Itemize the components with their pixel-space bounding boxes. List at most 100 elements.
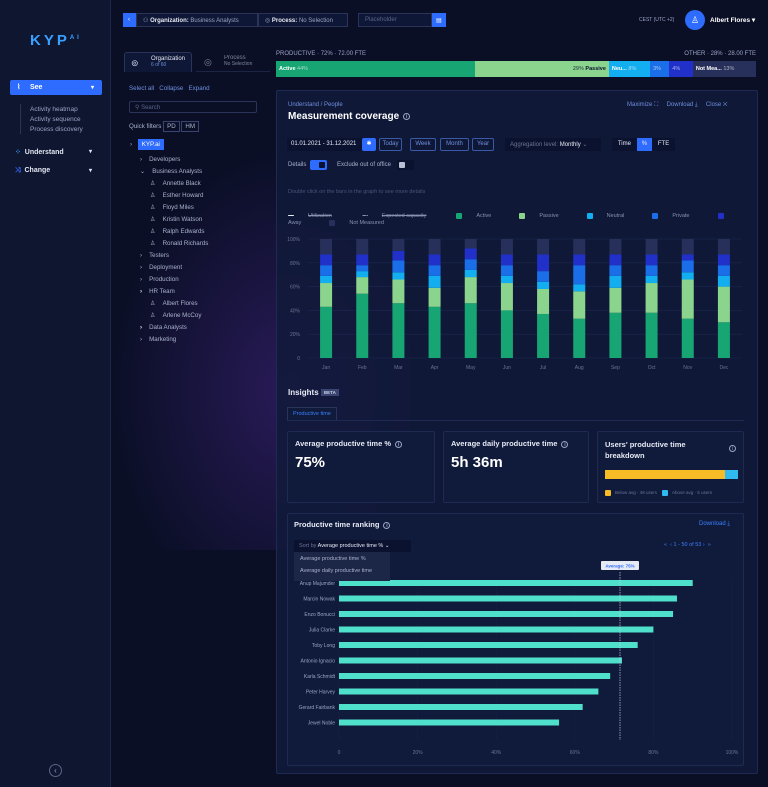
segment-3[interactable]: Neu... 8% — [608, 61, 651, 77]
quick-filter-hm[interactable]: HM — [181, 121, 200, 132]
bar-private[interactable] — [537, 271, 550, 282]
user-menu[interactable]: Albert Flores ▾ — [710, 17, 756, 24]
info-icon[interactable]: i — [383, 521, 391, 529]
tab-process[interactable]: ◎ Process No Selection — [196, 52, 270, 72]
sort-option[interactable]: Average daily productive time — [300, 568, 373, 574]
segment-1[interactable]: Active 44% — [276, 61, 476, 77]
exclude-toggle[interactable] — [397, 160, 414, 170]
tree-user[interactable]: ♙ Arlene McCoy — [150, 312, 202, 319]
bar-active[interactable] — [537, 313, 550, 358]
bar-not-measured[interactable] — [537, 239, 550, 255]
nav-activity-heatmap[interactable]: Activity heatmap — [30, 106, 78, 113]
first-page-icon[interactable]: « — [664, 542, 668, 548]
bar-away[interactable] — [645, 254, 658, 266]
bar-private[interactable] — [681, 260, 694, 273]
search-input[interactable]: Placeholder — [358, 13, 432, 27]
bar-not-measured[interactable] — [320, 239, 333, 255]
ranking-bar[interactable] — [339, 719, 560, 726]
bar-private[interactable] — [573, 265, 586, 285]
quick-filter-pd[interactable]: PD — [163, 121, 180, 132]
bar-passive[interactable] — [356, 277, 369, 294]
bar-passive[interactable] — [681, 279, 694, 319]
legend-not-measured[interactable]: Not Measured — [329, 219, 398, 226]
breadcrumb[interactable]: Understand / People — [288, 102, 343, 108]
ranking-bar[interactable] — [339, 580, 693, 586]
tree-user[interactable]: ♙ Floyd Miles — [150, 204, 194, 211]
bar-neutral[interactable] — [428, 275, 441, 288]
legend-passive[interactable]: Passive — [519, 212, 572, 219]
prev-page-icon[interactable]: ‹ — [670, 542, 672, 548]
bar-away[interactable] — [392, 250, 405, 261]
above-avg-segment[interactable] — [725, 470, 738, 479]
tree-group[interactable]: › Deployment — [140, 264, 183, 271]
bar-private[interactable] — [392, 260, 405, 273]
ranking-bar[interactable] — [339, 626, 654, 633]
bar-passive[interactable] — [464, 277, 477, 304]
ranking-download-button[interactable]: Download ⤓ — [699, 521, 731, 527]
bar-private[interactable] — [609, 265, 622, 276]
nav-process-discovery[interactable]: Process discovery — [30, 126, 83, 133]
select-all-link[interactable]: Select all — [129, 85, 155, 92]
bar-private[interactable] — [464, 259, 477, 270]
bar-neutral[interactable] — [500, 275, 513, 284]
tree-group[interactable]: › Developers — [140, 156, 181, 163]
tree-group[interactable]: › Production — [140, 276, 179, 283]
calendar-icon[interactable]: ✱ — [362, 138, 376, 151]
bar-away[interactable] — [717, 254, 730, 266]
bar-neutral[interactable] — [392, 272, 405, 280]
tree-search-input[interactable]: ⚲ Search — [129, 101, 257, 113]
last-page-icon[interactable]: » — [707, 542, 711, 548]
tree-group[interactable]: ⌄ Business Analysts — [140, 168, 203, 175]
download-button[interactable]: Download ⤓ — [666, 102, 698, 108]
bar-not-measured[interactable] — [609, 239, 622, 255]
ranking-bar[interactable] — [339, 657, 622, 664]
bar-neutral[interactable] — [356, 271, 369, 278]
ranking-bar[interactable] — [339, 642, 638, 648]
bar-passive[interactable] — [609, 287, 622, 313]
bar-neutral[interactable] — [609, 275, 622, 288]
bar-neutral[interactable] — [320, 275, 333, 284]
unit-fte[interactable]: FTE — [657, 141, 670, 147]
tree-user[interactable]: ♙ Esther Howard — [150, 192, 204, 199]
ranking-bar[interactable] — [339, 595, 677, 602]
process-selector[interactable]: ◎ Process: No Selection — [258, 13, 348, 27]
info-icon[interactable]: i — [561, 440, 569, 448]
info-icon[interactable]: i — [395, 440, 403, 448]
sort-option[interactable]: Average productive time % — [300, 556, 366, 562]
segment-4[interactable]: 3% — [650, 61, 670, 77]
bar-away[interactable] — [500, 254, 513, 266]
bar-private[interactable] — [428, 265, 441, 276]
tree-group[interactable]: › HR Team — [140, 288, 175, 295]
close-button[interactable]: Close ✕ — [705, 102, 728, 108]
bar-passive[interactable] — [645, 283, 658, 313]
bar-passive[interactable] — [717, 286, 730, 323]
bar-neutral[interactable] — [573, 284, 586, 292]
bar-away[interactable] — [681, 254, 694, 261]
bar-not-measured[interactable] — [717, 239, 730, 255]
next-page-icon[interactable]: › — [702, 542, 705, 548]
bar-active[interactable] — [464, 303, 477, 358]
calendar-button[interactable]: ▤ — [432, 13, 446, 27]
bar-active[interactable] — [717, 322, 730, 358]
bar-active[interactable] — [681, 318, 694, 358]
bar-passive[interactable] — [320, 283, 333, 307]
ranking-bar[interactable] — [339, 704, 583, 710]
info-icon[interactable]: i — [403, 112, 411, 120]
bar-passive[interactable] — [537, 288, 550, 314]
period-month[interactable]: Month — [440, 138, 469, 151]
bar-private[interactable] — [717, 265, 730, 276]
period-week[interactable]: Week — [410, 138, 436, 151]
bar-private[interactable] — [320, 265, 333, 276]
period-today[interactable]: Today — [379, 138, 402, 151]
aggregation-select[interactable]: Aggregation level: Monthly ⌄ — [505, 138, 601, 151]
tree-user[interactable]: ♙ Ronald Richards — [150, 240, 209, 247]
bar-away[interactable] — [464, 248, 477, 260]
details-toggle[interactable] — [310, 160, 327, 170]
date-range-input[interactable]: 01.01.2021 - 31.12.2021 — [287, 138, 362, 151]
tree-user[interactable]: ♙ Kristin Watson — [150, 216, 203, 223]
bar-neutral[interactable] — [645, 275, 658, 284]
nav-activity-sequence[interactable]: Activity sequence — [30, 116, 81, 123]
ranking-bar[interactable] — [339, 673, 611, 679]
bar-not-measured[interactable] — [392, 239, 405, 251]
back-button[interactable]: ‹ — [123, 13, 136, 27]
